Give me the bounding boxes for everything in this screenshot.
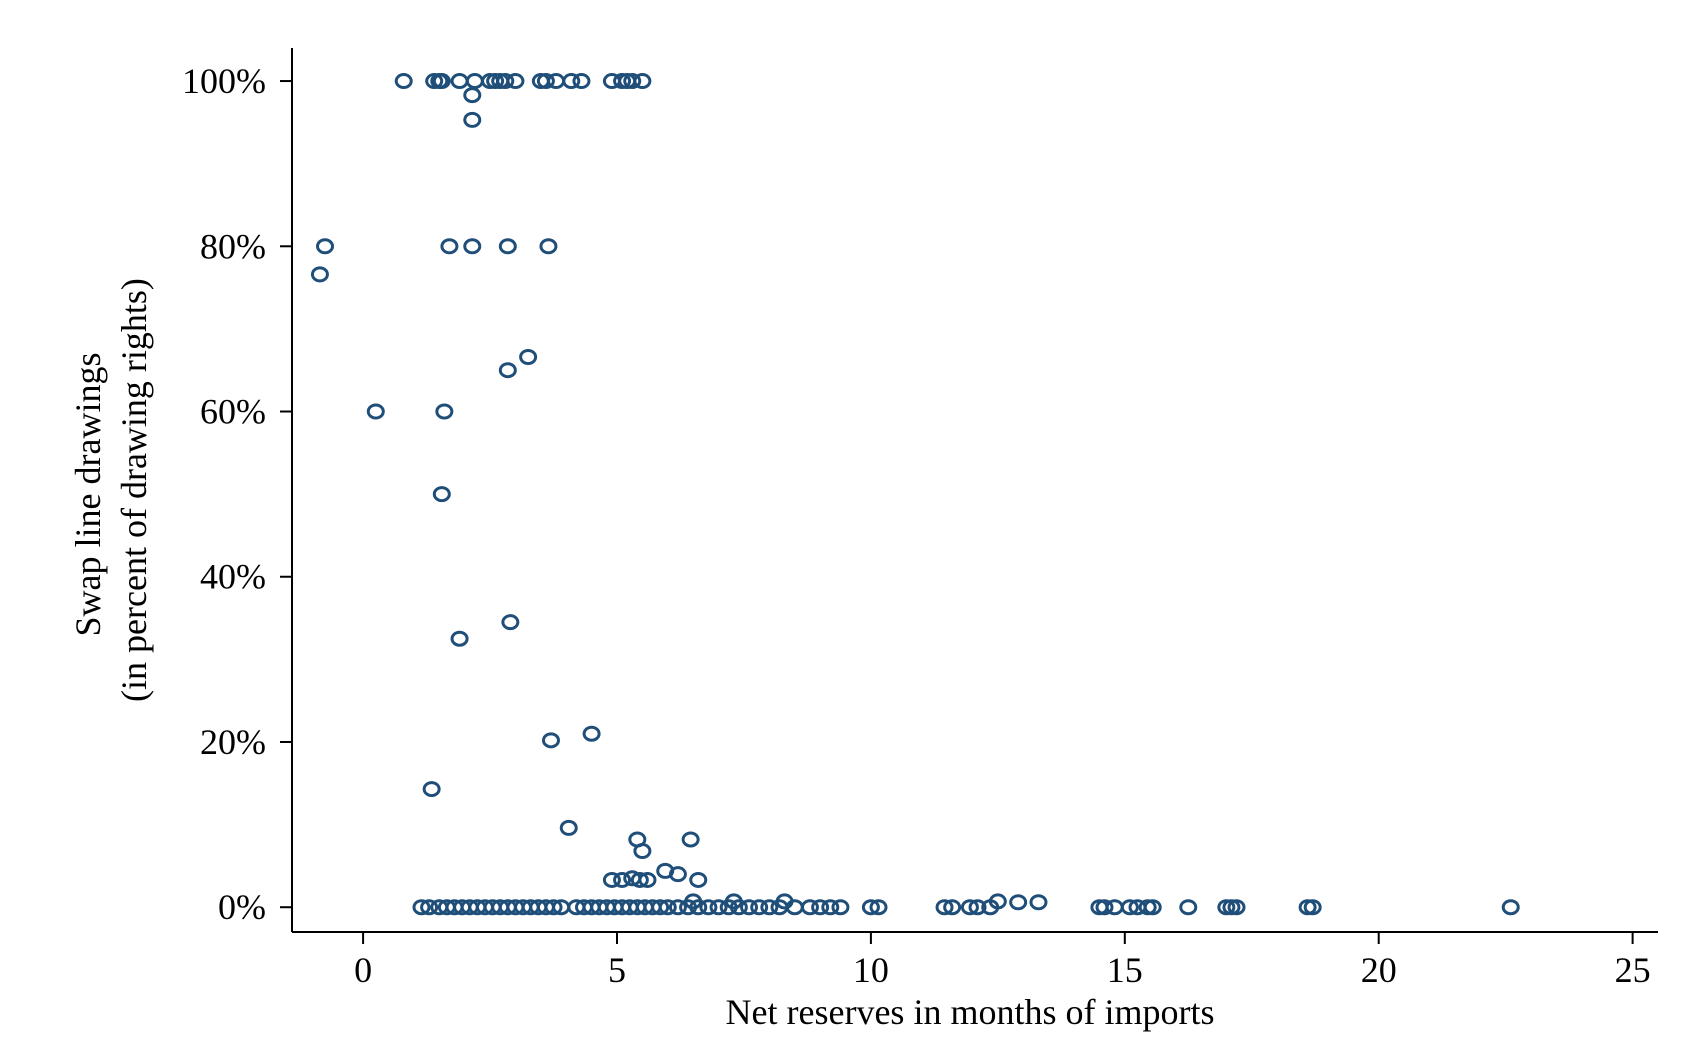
data-point <box>1501 899 1520 916</box>
data-point <box>658 899 677 916</box>
data-point <box>699 899 718 916</box>
data-point <box>1303 899 1322 916</box>
data-point <box>450 73 469 90</box>
data-point <box>519 348 538 365</box>
data-point <box>1105 899 1124 916</box>
data-point <box>760 899 779 916</box>
data-point <box>498 362 517 379</box>
data-point <box>968 899 987 916</box>
data-point <box>394 73 413 90</box>
data-point <box>1029 894 1048 911</box>
data-point <box>861 899 880 916</box>
y-tick-label: 40% <box>200 557 266 597</box>
data-point <box>539 238 558 255</box>
data-point <box>869 899 888 916</box>
y-axis-title-line-1: Swap line drawings <box>68 353 108 637</box>
data-point <box>501 614 520 631</box>
data-point <box>719 899 738 916</box>
data-point <box>935 899 954 916</box>
data-point <box>960 899 979 916</box>
data-point <box>450 630 469 647</box>
data-point <box>831 899 850 916</box>
data-point <box>498 238 517 255</box>
data-point <box>1179 899 1198 916</box>
data-point <box>435 403 454 420</box>
data-point <box>633 73 652 90</box>
data-point <box>602 871 621 888</box>
data-point <box>422 781 441 798</box>
data-point <box>1095 899 1114 916</box>
data-point <box>740 899 759 916</box>
x-tick-label: 15 <box>1107 950 1143 990</box>
data-point <box>316 238 335 255</box>
data-point <box>800 899 819 916</box>
data-point <box>750 899 769 916</box>
x-tick-label: 0 <box>354 950 372 990</box>
x-axis-title: Net reserves in months of imports <box>726 992 1215 1032</box>
data-point <box>981 899 1000 916</box>
data-point <box>463 111 482 128</box>
data-point <box>1143 899 1162 916</box>
data-point <box>310 266 329 283</box>
data-point <box>681 831 700 848</box>
data-point <box>613 871 632 888</box>
data-point <box>420 899 439 916</box>
data-point <box>709 899 728 916</box>
data-point <box>1009 894 1028 911</box>
data-point <box>432 486 451 503</box>
data-point <box>559 819 578 836</box>
x-axis: 0 5 10 15 20 25 <box>292 931 1658 990</box>
y-tick-label: 60% <box>200 392 266 432</box>
data-point <box>633 843 652 860</box>
data-point <box>638 871 657 888</box>
data-point <box>821 899 840 916</box>
data-point <box>651 899 670 916</box>
x-tick-label: 10 <box>853 950 889 990</box>
data-point <box>689 871 708 888</box>
data-point <box>541 732 560 749</box>
data-point <box>1227 899 1246 916</box>
x-tick-label: 20 <box>1361 950 1397 990</box>
data-point <box>440 238 459 255</box>
data-point <box>630 871 649 888</box>
y-tick-label: 0% <box>218 887 266 927</box>
data-point <box>463 87 482 104</box>
y-axis: 0% 20% 40% 60% 80% 100% <box>182 48 293 932</box>
data-point <box>811 899 830 916</box>
data-point <box>544 899 563 916</box>
data-point <box>547 73 566 90</box>
data-point <box>366 403 385 420</box>
data-point <box>506 73 525 90</box>
data-point <box>729 899 748 916</box>
data-point <box>536 73 555 90</box>
x-tick-label: 5 <box>608 950 626 990</box>
data-point <box>679 899 698 916</box>
data-point <box>668 866 687 883</box>
data-point <box>689 899 708 916</box>
data-points <box>310 73 1520 916</box>
y-tick-label: 20% <box>200 722 266 762</box>
data-point <box>463 238 482 255</box>
data-point <box>623 73 642 90</box>
data-point <box>465 73 484 90</box>
data-point <box>1120 899 1139 916</box>
data-point <box>582 725 601 742</box>
data-point <box>412 899 431 916</box>
data-point <box>432 73 451 90</box>
data-point <box>572 73 591 90</box>
data-point <box>496 73 515 90</box>
data-point <box>562 73 581 90</box>
y-axis-title: Swap line drawings (in percent of drawin… <box>68 278 154 702</box>
data-point <box>943 899 962 916</box>
y-axis-title-line-2: (in percent of drawing rights) <box>114 278 154 702</box>
x-tick-label: 25 <box>1615 950 1651 990</box>
y-tick-label: 80% <box>200 226 266 266</box>
data-point <box>668 899 687 916</box>
y-tick-label: 100% <box>182 61 266 101</box>
